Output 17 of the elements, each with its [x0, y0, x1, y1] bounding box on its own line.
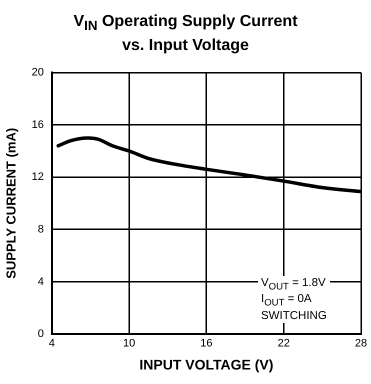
annotation: I$_{OUT}$ = 0A — [261, 293, 313, 310]
x-tick-label: 10 — [123, 338, 136, 350]
y-tick-label: 0 — [38, 328, 44, 340]
x-axis-title: INPUT VOLTAGE (V) — [139, 356, 274, 372]
y-axis-title: SUPPLY CURRENT (mA) — [3, 128, 18, 279]
y-tick-label: 16 — [32, 118, 44, 131]
annotation: V$_{OUT}$ = 1.8V — [261, 277, 327, 294]
x-tick-label: 28 — [354, 338, 368, 350]
y-tick-label: 12 — [32, 171, 44, 184]
y-tick-label: 20 — [32, 66, 44, 79]
chart-title: V$_{IN}$ Operating Supply Current vs. Input Voltage — [72, 12, 299, 56]
y-tick-label: 4 — [38, 276, 44, 288]
y-tick-label: 8 — [38, 223, 44, 236]
x-tick-label: 22 — [278, 338, 290, 350]
annotation: SWITCHING — [261, 310, 327, 322]
x-tick-label: 16 — [200, 338, 213, 350]
x-tick-label: 4 — [48, 338, 55, 350]
